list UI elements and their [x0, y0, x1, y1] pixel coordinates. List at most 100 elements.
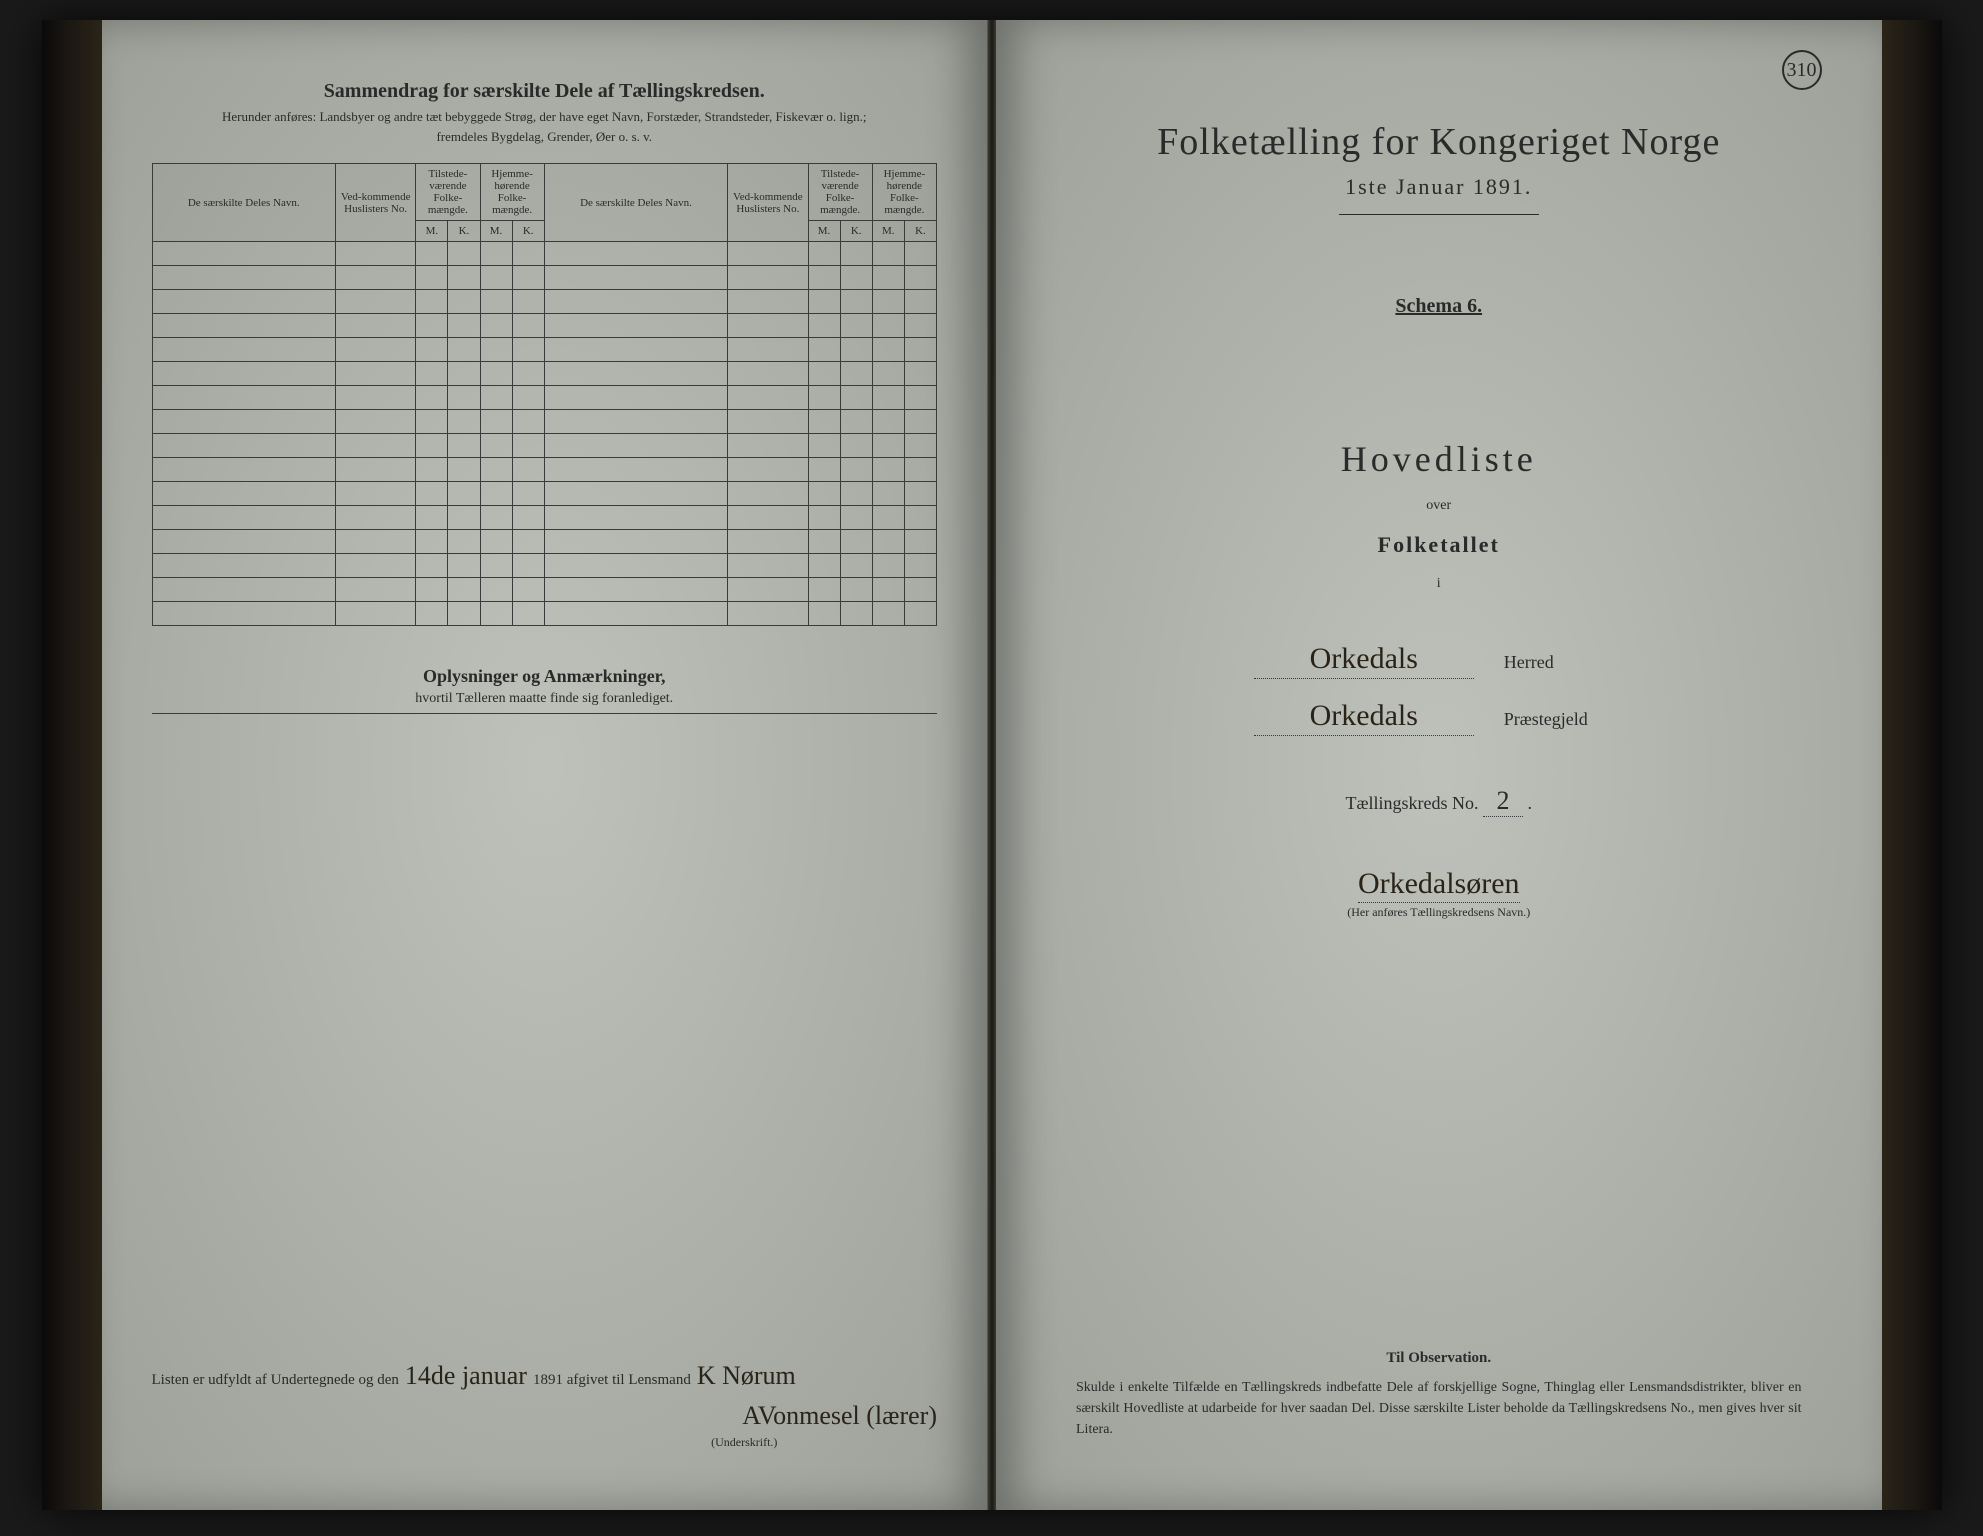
- table-cell: [904, 554, 936, 578]
- table-cell: [544, 362, 728, 386]
- table-cell: [872, 434, 904, 458]
- table-cell: [512, 578, 544, 602]
- table-cell: [152, 602, 336, 626]
- table-cell: [512, 458, 544, 482]
- table-cell: [512, 386, 544, 410]
- table-cell: [872, 242, 904, 266]
- table-cell: [728, 266, 808, 290]
- table-cell: [152, 386, 336, 410]
- table-cell: [336, 410, 416, 434]
- kreds-no: 2: [1483, 786, 1523, 817]
- table-cell: [904, 290, 936, 314]
- th-k: K.: [904, 221, 936, 242]
- table-row: [152, 290, 937, 314]
- table-cell: [416, 242, 448, 266]
- sig-name2: AVonmesel (lærer): [742, 1401, 937, 1430]
- table-row: [152, 410, 937, 434]
- th-huslister-2: Ved-kommende Huslisters No.: [728, 164, 808, 242]
- signature-block: Listen er udfyldt af Undertegnede og den…: [152, 1361, 938, 1450]
- table-cell: [544, 338, 728, 362]
- table-cell: [728, 482, 808, 506]
- table-cell: [808, 338, 840, 362]
- table-cell: [840, 602, 872, 626]
- table-row: [152, 362, 937, 386]
- table-cell: [872, 554, 904, 578]
- table-cell: [416, 314, 448, 338]
- table-cell: [872, 458, 904, 482]
- table-cell: [728, 386, 808, 410]
- kreds-name-row: Orkedalsøren: [1046, 867, 1832, 901]
- table-cell: [416, 458, 448, 482]
- table-cell: [544, 290, 728, 314]
- table-cell: [544, 410, 728, 434]
- table-cell: [416, 554, 448, 578]
- table-cell: [480, 290, 512, 314]
- th-k: K.: [840, 221, 872, 242]
- table-cell: [416, 602, 448, 626]
- schema-label: Schema 6.: [1046, 295, 1832, 318]
- table-cell: [152, 266, 336, 290]
- sig-prefix: Listen er udfyldt af Undertegnede og den: [152, 1372, 399, 1389]
- table-row: [152, 338, 937, 362]
- table-cell: [416, 290, 448, 314]
- table-row: [152, 434, 937, 458]
- table-cell: [904, 458, 936, 482]
- table-row: [152, 602, 937, 626]
- left-subtitle-2: fremdeles Bygdelag, Grender, Øer o. s. v…: [152, 129, 938, 145]
- sig-date: 14de januar: [405, 1361, 527, 1391]
- kreds-name-value: Orkedalsøren: [1358, 867, 1520, 903]
- table-cell: [152, 554, 336, 578]
- book-spread: Sammendrag for særskilte Dele af Tælling…: [42, 20, 1942, 1510]
- table-cell: [728, 314, 808, 338]
- table-cell: [448, 362, 480, 386]
- table-cell: [336, 530, 416, 554]
- table-cell: [544, 434, 728, 458]
- table-row: [152, 386, 937, 410]
- table-cell: [336, 266, 416, 290]
- table-cell: [480, 482, 512, 506]
- table-cell: [336, 578, 416, 602]
- th-hjemme-1: Hjemme-hørende Folke-mængde.: [480, 164, 544, 221]
- table-cell: [904, 314, 936, 338]
- table-cell: [808, 482, 840, 506]
- table-cell: [544, 314, 728, 338]
- summary-thead: De særskilte Deles Navn. Ved-kommende Hu…: [152, 164, 937, 242]
- table-cell: [904, 578, 936, 602]
- table-cell: [808, 578, 840, 602]
- table-cell: [808, 554, 840, 578]
- table-cell: [448, 266, 480, 290]
- table-cell: [512, 482, 544, 506]
- table-cell: [336, 434, 416, 458]
- observation-body: Skulde i enkelte Tilfælde en Tællingskre…: [1076, 1377, 1802, 1440]
- table-cell: [872, 506, 904, 530]
- table-cell: [808, 386, 840, 410]
- table-cell: [416, 578, 448, 602]
- table-cell: [512, 290, 544, 314]
- table-cell: [544, 386, 728, 410]
- table-cell: [416, 410, 448, 434]
- table-cell: [512, 266, 544, 290]
- table-cell: [336, 602, 416, 626]
- table-cell: [448, 386, 480, 410]
- folketallet: Folketallet: [1046, 532, 1832, 558]
- th-m: M.: [480, 221, 512, 242]
- table-cell: [904, 266, 936, 290]
- left-page: Sammendrag for særskilte Dele af Tælling…: [102, 20, 989, 1510]
- table-cell: [416, 266, 448, 290]
- table-cell: [728, 554, 808, 578]
- table-cell: [336, 362, 416, 386]
- table-cell: [448, 338, 480, 362]
- oplysninger-rule: [152, 713, 938, 714]
- table-cell: [808, 242, 840, 266]
- table-cell: [544, 530, 728, 554]
- table-cell: [152, 506, 336, 530]
- table-cell: [512, 410, 544, 434]
- table-cell: [840, 314, 872, 338]
- table-cell: [544, 458, 728, 482]
- i-label: i: [1046, 576, 1832, 592]
- table-row: [152, 314, 937, 338]
- table-cell: [480, 554, 512, 578]
- underskrift-label: (Underskrift.): [552, 1435, 938, 1450]
- table-cell: [904, 242, 936, 266]
- table-cell: [152, 458, 336, 482]
